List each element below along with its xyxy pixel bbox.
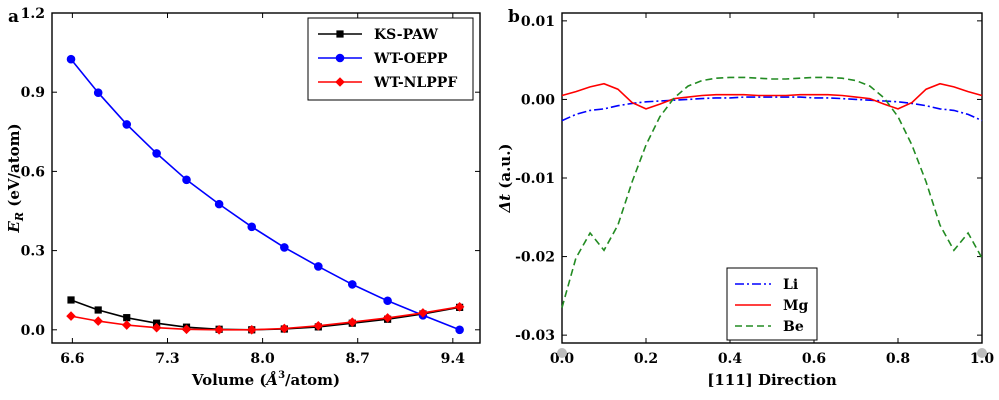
data-point-wt-oepp: [66, 54, 76, 64]
panel-b-legend: Li Mg Be: [726, 267, 818, 341]
panel-a-plot-frame: [51, 12, 481, 344]
panel-b-legend-box: [726, 267, 818, 341]
panel-a-xlabel: Volume (Å3/atom): [191, 370, 340, 389]
y-tick-label: 0.9: [21, 85, 45, 101]
data-point-wt-oepp: [455, 325, 464, 335]
x-tick-label: 0.6: [802, 351, 826, 367]
data-point-wt-oepp: [383, 296, 392, 306]
legend-marker-ks-paw: [336, 30, 344, 38]
data-point-wt-nlppf: [214, 325, 224, 335]
legend-label-li: Li: [783, 277, 798, 293]
data-point-wt-nlppf: [66, 311, 76, 321]
series-line-mg: [561, 82, 983, 110]
panel-b-ylabel: Δt (a.u.): [496, 143, 514, 213]
y-tick-label: -0.02: [515, 250, 555, 266]
x-tick-label: 1.0: [970, 351, 995, 367]
y-tick-label: 0.0: [21, 323, 46, 339]
data-point-wt-nlppf: [93, 316, 103, 326]
data-point-wt-oepp: [247, 222, 257, 232]
x-tick-label: 8.7: [346, 351, 370, 367]
x-tick-label: 8.0: [250, 351, 275, 367]
legend-label-mg: Mg: [783, 298, 808, 314]
panel-a-legend-box: [307, 17, 474, 101]
y-tick-label: 0.00: [521, 92, 555, 108]
data-point-wt-nlppf: [121, 320, 132, 330]
legend-marker-wt-nlppf: [335, 77, 345, 87]
panel-a: a 6.6 7.3 8.0 8.7 9.4 0.0 0.3 0.6 0.9 1.2 Volume …: [5, 6, 481, 389]
y-tick-label: 1.2: [21, 6, 45, 22]
series-line-be: [561, 76, 983, 308]
y-tick-label: 0.01: [521, 14, 555, 30]
data-point-wt-oepp: [214, 199, 224, 209]
x-tick-label: 0.8: [886, 351, 910, 367]
data-point-wt-nlppf: [347, 317, 358, 327]
x-tick-label: 0.4: [718, 351, 743, 367]
data-point-ks-paw: [123, 314, 131, 322]
legend-label-be: Be: [783, 319, 804, 335]
data-point-wt-oepp: [347, 280, 357, 289]
data-point-wt-oepp: [122, 120, 132, 129]
y-tick-label: -0.01: [515, 171, 555, 187]
x-tick-label: 0.2: [634, 351, 658, 367]
legend-label-ks-paw: KS-PAW: [374, 27, 438, 43]
series-line-li: [561, 96, 983, 122]
x-tick-label: 6.6: [60, 351, 84, 367]
data-point-wt-oepp: [280, 243, 289, 252]
panel-a-label: a: [8, 7, 19, 27]
data-point-wt-nlppf: [246, 325, 257, 335]
legend-label-wt-oepp: WT-OEPP: [373, 51, 448, 67]
data-point-wt-nlppf: [313, 321, 324, 331]
y-tick-label: -0.03: [515, 328, 555, 344]
data-point-ks-paw: [67, 296, 75, 304]
data-point-wt-oepp: [314, 262, 323, 271]
panel-a-legend: KS-PAW WT-OEPP WT-NLPPF: [307, 17, 474, 101]
x-tick-label: 0.0: [550, 351, 575, 367]
data-point-ks-paw: [94, 306, 102, 314]
data-point-wt-nlppf: [279, 323, 290, 334]
data-point-wt-oepp: [93, 88, 103, 98]
legend-marker-wt-oepp: [335, 53, 345, 63]
panel-a-ylabel: ER (eV/atom): [5, 123, 26, 233]
data-point-wt-oepp: [152, 149, 161, 158]
panel-b-right-scroll-handle[interactable]: [977, 348, 987, 358]
y-tick-label: 0.3: [21, 244, 45, 260]
panel-b-left-scroll-handle[interactable]: [557, 348, 567, 358]
data-point-wt-nlppf: [418, 308, 428, 318]
data-point-wt-oepp: [182, 175, 191, 185]
x-tick-label: 9.4: [441, 351, 466, 367]
panel-b-xlabel: [111] Direction: [707, 371, 837, 389]
data-point-wt-nlppf: [151, 322, 162, 333]
data-point-wt-nlppf: [454, 302, 465, 312]
data-point-wt-nlppf: [181, 324, 192, 335]
y-tick-label: 0.6: [21, 164, 45, 180]
data-point-wt-nlppf: [382, 313, 393, 323]
legend-label-wt-nlppf: WT-NLPPF: [373, 75, 457, 91]
panel-b: b 0.0 0.2 0.4 0.6 0.8 1.0 -0.03 -0.02 -0.01 0.00 0…: [496, 7, 994, 389]
panel-b-label: b: [508, 7, 520, 27]
x-tick-label: 7.3: [155, 351, 179, 367]
